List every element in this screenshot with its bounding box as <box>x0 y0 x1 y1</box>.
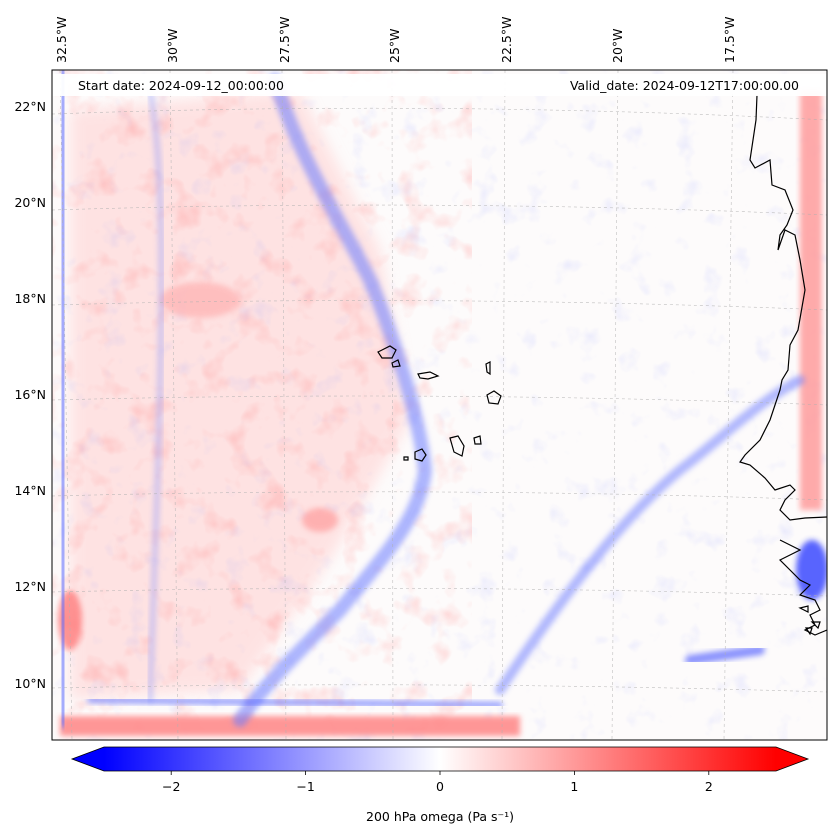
colorbar-tick-label: 0 <box>436 779 444 794</box>
lat-label: 20°N <box>14 195 46 210</box>
cape-verde-boa-vista <box>486 390 502 405</box>
bijagos-islands <box>798 605 821 636</box>
cape-verde-sal <box>485 361 491 376</box>
start-date-label: Start date: 2024-09-12_00:00:00 <box>78 78 284 93</box>
lon-label: 32.5°W <box>54 17 69 63</box>
field-shading <box>52 70 827 740</box>
colorbar-ticks: −2 −1 0 1 2 <box>162 771 713 794</box>
cape-verde-maio <box>473 435 482 445</box>
colorbar-tick-label: −1 <box>296 779 314 794</box>
longitude-labels: 32.5°W 30°W 27.5°W 25°W 22.5°W 20°W 17.5… <box>54 17 737 63</box>
colorbar: −2 −1 0 1 2 200 hPa omega (Pa s⁻¹) <box>70 746 810 824</box>
lat-label: 22°N <box>14 99 46 114</box>
colorbar-label: 200 hPa omega (Pa s⁻¹) <box>366 809 514 824</box>
graticule <box>52 70 827 740</box>
colorbar-extend-min <box>72 747 104 771</box>
lat-label: 16°N <box>14 387 46 402</box>
lon-label: 27.5°W <box>277 17 292 63</box>
cape-verde-sao-vicente <box>391 359 401 368</box>
cape-verde-brava <box>403 456 409 461</box>
colorbar-tick-label: 1 <box>570 779 578 794</box>
lat-label: 14°N <box>14 483 46 498</box>
cape-verde-santiago <box>449 435 465 457</box>
lon-label: 25°W <box>387 28 402 63</box>
colorbar-outline <box>70 746 810 772</box>
colorbar-tick-label: −2 <box>162 779 180 794</box>
lat-label: 10°N <box>14 676 46 691</box>
colorbar-extend-max <box>776 747 808 771</box>
map-frame <box>51 69 828 741</box>
lon-label: 17.5°W <box>722 17 737 63</box>
valid-date-label: Valid_date: 2024-09-12T17:00:00.00 <box>570 78 799 93</box>
colorbar-gradient <box>104 747 776 771</box>
lon-label: 30°W <box>165 28 180 63</box>
omega-bands <box>54 70 827 728</box>
coastline <box>377 94 827 636</box>
lon-label: 22.5°W <box>499 17 514 63</box>
lat-label: 12°N <box>14 579 46 594</box>
africa-coast-north <box>739 94 827 521</box>
colorbar-tick-label: 2 <box>705 779 713 794</box>
cape-verde-sao-nicolau <box>417 371 440 380</box>
map-panel: Start date: 2024-09-12_00:00:00 Valid_da… <box>52 70 827 740</box>
lat-label: 18°N <box>14 291 46 306</box>
lon-label: 20°W <box>610 28 625 63</box>
latitude-labels: 22°N 20°N 18°N 16°N 14°N 12°N 10°N <box>14 99 46 691</box>
header-strip <box>52 74 827 96</box>
cape-verde-fogo <box>414 448 427 462</box>
cape-verde-santo-antao <box>377 345 397 359</box>
